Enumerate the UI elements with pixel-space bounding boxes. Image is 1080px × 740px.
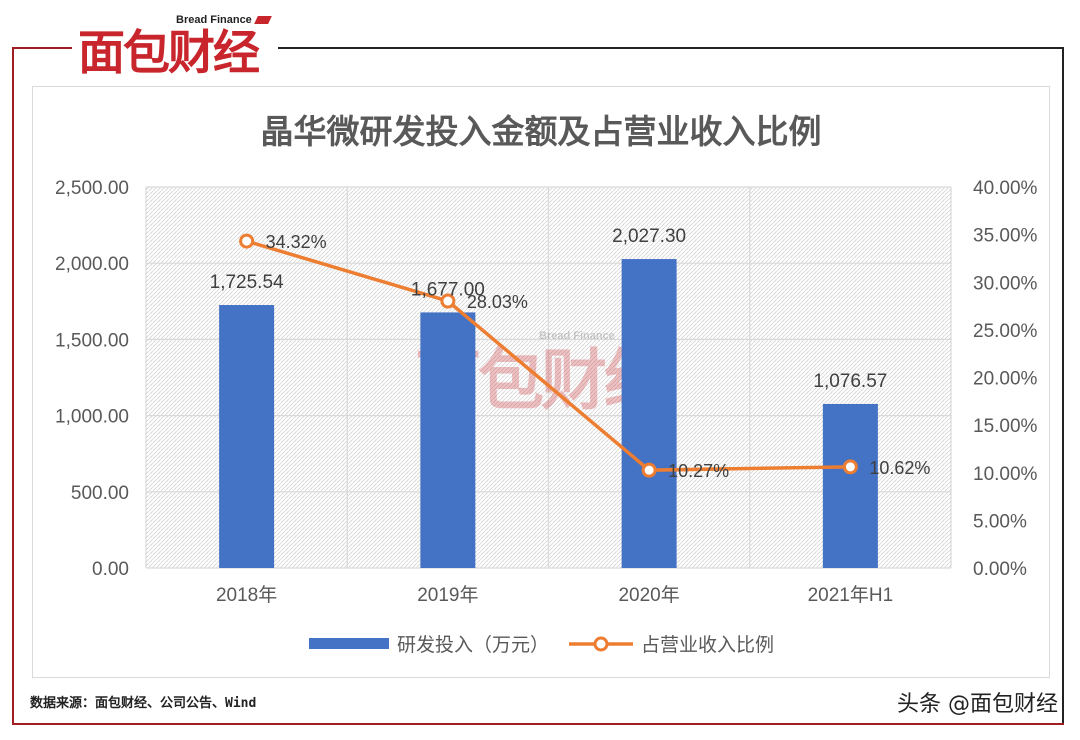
- right-axis-tick-label: 5.00%: [973, 511, 1027, 532]
- line-point-revenue-ratio: [842, 459, 858, 475]
- line-data-label: 34.32%: [266, 232, 327, 252]
- x-axis-category-label: 2020年: [618, 584, 679, 606]
- bar-series: [219, 259, 878, 568]
- line-revenue-ratio: [246, 239, 851, 472]
- legend-bar-label: 研发投入（万元）: [397, 634, 549, 656]
- footer-brand-handle: 头条 @面包财经: [897, 692, 1058, 717]
- right-axis-tick-label: 35.00%: [973, 226, 1038, 247]
- bar-data-label: 2,027.30: [612, 226, 686, 247]
- left-axis-tick-label: 2,000.00: [55, 254, 129, 275]
- logo-chinese-text: 面包财经: [78, 26, 260, 81]
- bar-rd-investment: [621, 259, 677, 568]
- frame-top-right-border: [278, 47, 1064, 49]
- brand-logo: Bread Finance 面包财经: [78, 14, 278, 81]
- legend: 研发投入（万元） 占营业收入比例: [309, 634, 774, 656]
- bar-data-label: 1,076.57: [813, 371, 887, 392]
- logo-english-text: Bread Finance: [176, 14, 252, 26]
- bar-rd-investment: [219, 305, 275, 568]
- legend-line-marker: [593, 636, 609, 652]
- right-axis-tick-label: 15.00%: [973, 416, 1038, 437]
- data-source-note: 数据来源：面包财经、公司公告、Wind: [30, 696, 257, 711]
- bar-rd-investment: [420, 312, 476, 568]
- left-axis-tick-label: 1,500.00: [55, 330, 129, 351]
- gridlines: [145, 186, 952, 569]
- data-labels: 1,725.54 1,677.00 2,027.30 1,076.57 34.32% 28…: [210, 226, 931, 481]
- right-axis-tick-label: 25.00%: [973, 321, 1038, 342]
- left-axis-tick-label: 500.00: [71, 483, 129, 504]
- right-axis-tick-label: 20.00%: [973, 369, 1038, 390]
- axis-ticks: 0.00 500.00 1,000.00 1,500.00 2,000.00 2,500.…: [55, 178, 1038, 606]
- right-axis-tick-label: 30.00%: [973, 273, 1038, 294]
- left-axis-tick-label: 1,000.00: [55, 407, 129, 428]
- bar-data-label: 1,677.00: [411, 279, 485, 300]
- line-point-revenue-ratio: [440, 293, 456, 309]
- left-axis-tick-label: 0.00: [92, 559, 129, 580]
- logo-accent-bar: [254, 16, 272, 24]
- left-axis-tick-label: 2,500.00: [55, 178, 129, 199]
- frame-right-border: [1062, 47, 1064, 725]
- chart-svg: 晶华微研发投入金额及占营业收入比例 Bread Finance 面包财经 1,7…: [55, 112, 1038, 656]
- x-axis-category-label: 2019年: [417, 584, 478, 606]
- frame-bottom-border: [12, 723, 1064, 725]
- chart-title: 晶华微研发投入金额及占营业收入比例: [261, 112, 822, 151]
- line-data-label: 10.62%: [869, 458, 930, 478]
- line-point-revenue-ratio: [239, 233, 255, 249]
- legend-line-label: 占营业收入比例: [641, 634, 774, 656]
- bar-data-label: 1,725.54: [210, 272, 284, 293]
- x-axis-category-label: 2018年: [216, 584, 277, 606]
- x-axis-category-label: 2021年H1: [808, 584, 894, 606]
- chart-container: 晶华微研发投入金额及占营业收入比例 Bread Finance 面包财经 1,7…: [32, 86, 1050, 678]
- legend-bar-swatch: [309, 638, 389, 649]
- right-axis-tick-label: 40.00%: [973, 178, 1038, 199]
- line-data-label: 10.27%: [668, 461, 729, 481]
- line-data-label: 28.03%: [467, 292, 528, 312]
- frame-top-left-border: [12, 47, 72, 49]
- watermark-english-text: Bread Finance: [539, 330, 615, 342]
- line-point-revenue-ratio: [641, 462, 657, 478]
- frame-left-border: [12, 47, 14, 725]
- right-axis-tick-label: 0.00%: [973, 559, 1027, 580]
- line-series: [239, 233, 858, 478]
- right-axis-tick-label: 10.00%: [973, 464, 1038, 485]
- bar-rd-investment: [822, 403, 878, 568]
